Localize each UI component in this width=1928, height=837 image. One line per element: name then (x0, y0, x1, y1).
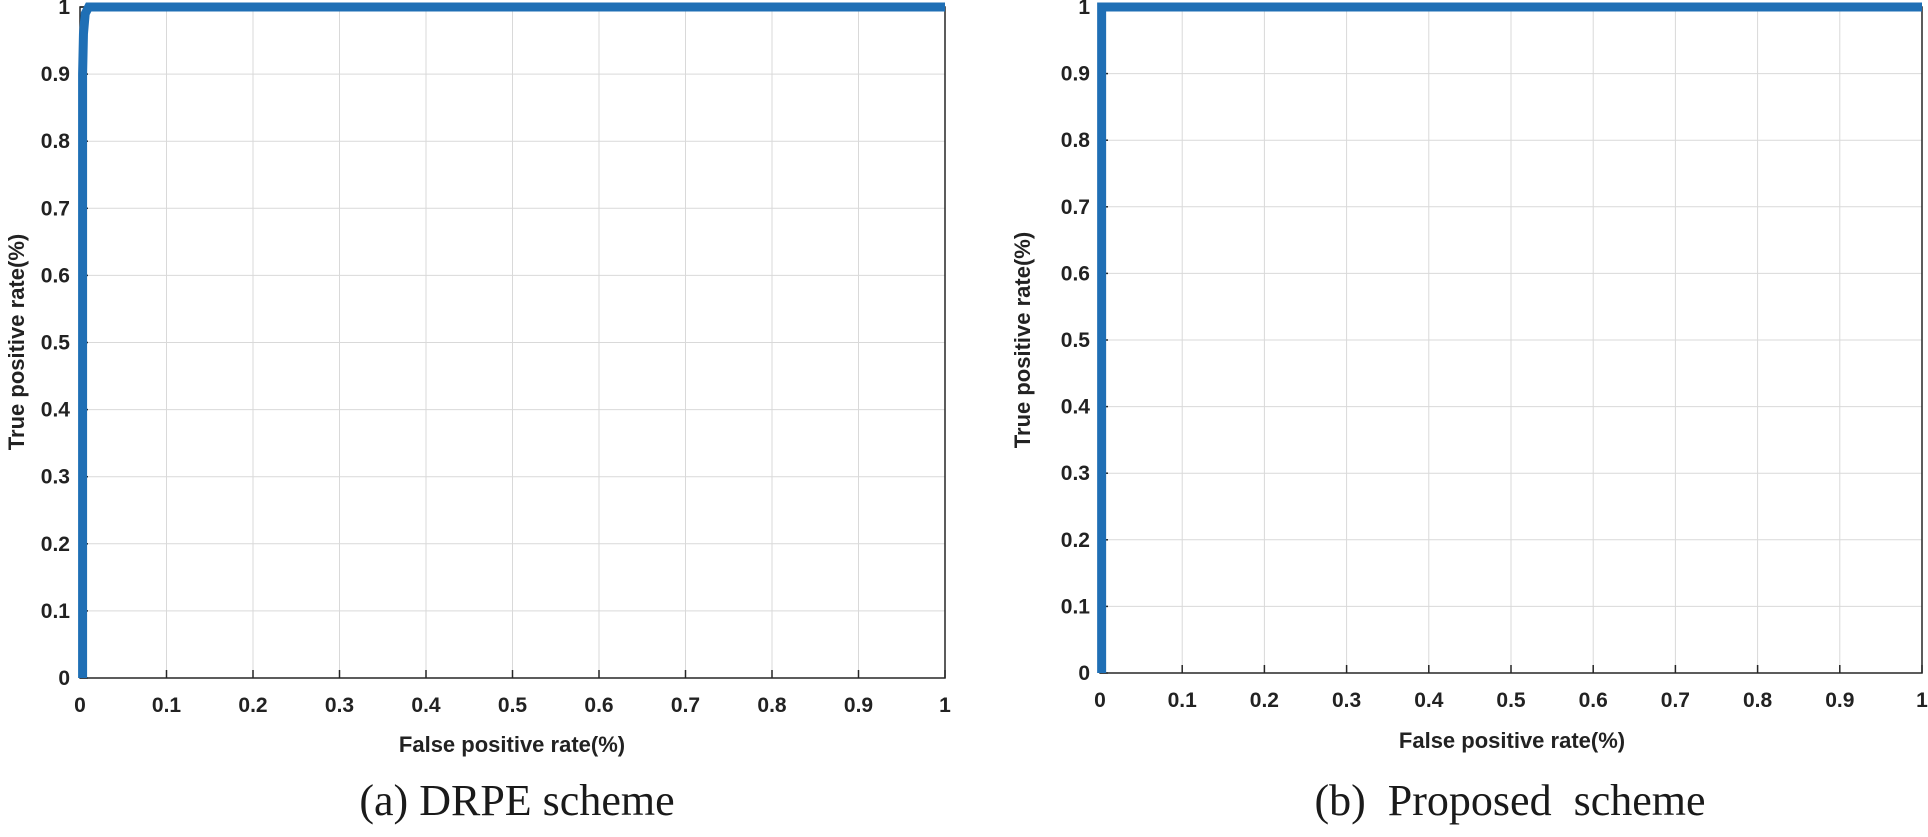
x-tick-label: 0.5 (498, 694, 528, 717)
x-tick-label: 1 (1916, 689, 1928, 712)
panel-caption: (b) Proposed scheme (1314, 776, 1705, 825)
x-axis-title: False positive rate(%) (1399, 728, 1625, 753)
y-tick-label: 0.1 (1061, 595, 1091, 618)
x-tick-label: 0.2 (1250, 689, 1279, 712)
y-tick-label: 1 (1078, 0, 1090, 19)
x-tick-label: 0.7 (1661, 689, 1690, 712)
panel-caption: (a) DRPE scheme (359, 776, 674, 825)
x-tick-label: 0.1 (1168, 689, 1198, 712)
y-tick-label: 0.8 (1061, 129, 1091, 152)
x-tick-label: 0.1 (152, 694, 182, 717)
y-tick-label: 0.8 (41, 130, 71, 153)
y-tick-label: 0.7 (41, 197, 70, 220)
y-axis-title: True positive rate(%) (1010, 232, 1035, 448)
y-tick-label: 0 (1078, 662, 1090, 685)
grid (1100, 7, 1922, 673)
y-tick-label: 0.2 (1061, 529, 1090, 552)
y-tick-label: 0.4 (41, 399, 71, 422)
x-tick-label: 0.4 (411, 694, 441, 717)
x-tick-label: 0.5 (1496, 689, 1526, 712)
x-tick-label: 0 (74, 694, 86, 717)
x-tick-label: 0.6 (1579, 689, 1608, 712)
chart-panel-b: 0 0.1 0.2 0.3 0.4 0.5 0.6 0.7 0.8 0.9 1 0 0.1 0.2 0.3 0… (1010, 0, 1928, 825)
x-tick-label: 0 (1094, 689, 1106, 712)
x-tick-label: 0.2 (238, 694, 267, 717)
y-tick-label: 1 (58, 0, 70, 19)
x-tick-label: 0.9 (1825, 689, 1854, 712)
roc-curve-a (78, 2, 945, 678)
y-tick-label: 0 (58, 667, 70, 690)
y-axis-title: True positive rate(%) (4, 234, 29, 450)
y-tick-label: 0.1 (41, 600, 71, 623)
y-tick-label: 0.5 (41, 332, 71, 355)
y-tick-label: 0.7 (1061, 196, 1090, 219)
y-tick-label: 0.6 (1061, 262, 1090, 285)
x-tick-label: 0.6 (584, 694, 613, 717)
y-tick-label: 0.9 (1061, 63, 1090, 86)
x-tick-label: 0.4 (1414, 689, 1444, 712)
y-tick-label: 0.5 (1061, 329, 1091, 352)
x-tick-label: 0.3 (325, 694, 354, 717)
y-tick-label: 0.3 (41, 466, 70, 489)
y-tick-label: 0.9 (41, 63, 70, 86)
x-tick-label: 1 (939, 694, 951, 717)
x-tick-label: 0.3 (1332, 689, 1361, 712)
y-tick-label: 0.6 (41, 264, 70, 287)
y-tick-label: 0.4 (1061, 396, 1091, 419)
x-tick-label: 0.9 (844, 694, 873, 717)
x-tick-label: 0.7 (671, 694, 700, 717)
y-tick-label: 0.3 (1061, 462, 1090, 485)
grid (80, 7, 945, 678)
x-tick-label: 0.8 (757, 694, 787, 717)
chart-panel-a: 0 0.1 0.2 0.3 0.4 0.5 0.6 0.7 0.8 0.9 1 0 0.1 0.2 0.3 0… (4, 0, 951, 825)
x-axis-title: False positive rate(%) (399, 732, 625, 757)
roc-curve-b (1097, 2, 1922, 673)
y-tick-label: 0.2 (41, 533, 70, 556)
x-tick-label: 0.8 (1743, 689, 1773, 712)
